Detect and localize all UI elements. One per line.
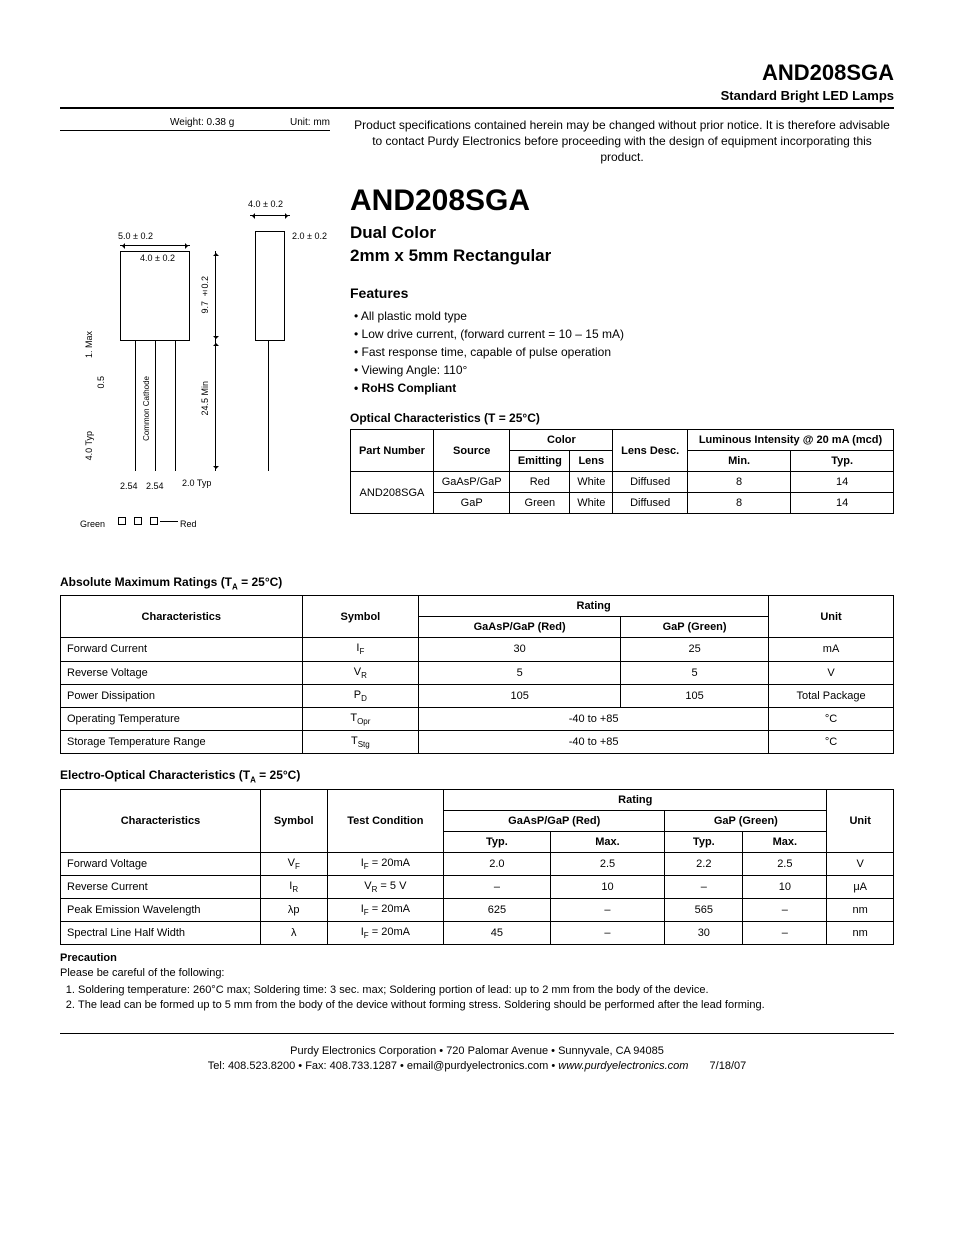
pin-red-label: Red [180, 519, 197, 529]
col-green: GaP (Green) [665, 810, 827, 831]
dim-standoff: 1. Max [84, 331, 94, 358]
col-color: Color [510, 430, 613, 451]
col-symbol: Symbol [302, 596, 419, 638]
precaution-block: Precaution Please be careful of the foll… [60, 951, 894, 1012]
abs-max-title: Absolute Maximum Ratings (TA = 25°C) [60, 575, 894, 591]
table-row: Reverse CurrentIRVR = 5 V–10–10μA [61, 875, 894, 898]
col-max: Max. [743, 831, 827, 852]
precaution-item: The lead can be formed up to 5 mm from t… [78, 998, 894, 1013]
dim-pitch1: 2.54 [120, 481, 138, 491]
feature-item: Fast response time, capable of pulse ope… [354, 343, 894, 361]
cathode-label: Common Cathode [142, 376, 151, 441]
table-row: Reverse VoltageVR55V [61, 661, 894, 684]
col-unit: Unit [827, 789, 894, 852]
change-notice: Product specifications contained herein … [350, 117, 894, 166]
dim-shoulder: 2.0 ± 0.2 [292, 231, 327, 241]
col-red: GaAsP/GaP (Red) [444, 810, 665, 831]
precaution-item: Soldering temperature: 260°C max; Solder… [78, 983, 894, 998]
product-name: AND208SGA [350, 184, 894, 218]
footer-address: Purdy Electronics Corporation • 720 Palo… [60, 1044, 894, 1059]
product-subtitle: Dual Color 2mm x 5mm Rectangular [350, 222, 894, 268]
page-footer: Purdy Electronics Corporation • 720 Palo… [60, 1044, 894, 1075]
dim-thick: 0.5 [96, 376, 106, 389]
unit-value: mm [313, 117, 330, 128]
table-row: Power DissipationPD105105Total Package [61, 684, 894, 707]
weight-label: Weight: [170, 117, 204, 128]
col-green: GaP (Green) [621, 617, 769, 638]
col-cond: Test Condition [327, 789, 444, 852]
features-heading: Features [350, 285, 894, 301]
precaution-intro: Please be careful of the following: [60, 967, 225, 979]
col-unit: Unit [769, 596, 894, 638]
col-red: GaAsP/GaP (Red) [419, 617, 621, 638]
page-header: AND208SGA Standard Bright LED Lamps [60, 60, 894, 103]
col-typ: Typ. [444, 831, 551, 852]
footer-rule [60, 1033, 894, 1034]
table-row: Forward VoltageVFIF = 20mA2.02.52.22.5V [61, 852, 894, 875]
footer-contacts: Tel: 408.523.8200 • Fax: 408.733.1287 • … [208, 1060, 558, 1072]
header-rule [60, 107, 894, 109]
dim-inner-width: 4.0 ± 0.2 [140, 253, 175, 263]
table-row: Peak Emission WavelengthλpIF = 20mA625–5… [61, 899, 894, 922]
col-emitting: Emitting [510, 451, 570, 472]
header-part-number: AND208SGA [60, 60, 894, 86]
precaution-heading: Precaution [60, 952, 117, 964]
electro-title: Electro-Optical Characteristics (TA = 25… [60, 768, 894, 784]
feature-item: Viewing Angle: 110° [354, 361, 894, 379]
feature-item: RoHS Compliant [354, 379, 894, 397]
dim-pitch2: 2.54 [146, 481, 164, 491]
optical-table-title: Optical Characteristics (T = 25°C) [350, 411, 894, 425]
col-symbol: Symbol [260, 789, 327, 852]
col-typ: Typ. [791, 451, 894, 472]
dim-body-height: 9.7 ±0.2 [200, 276, 210, 314]
abs-max-table: Characteristics Symbol Rating Unit GaAsP… [60, 595, 894, 754]
col-rating: Rating [444, 789, 827, 810]
dim-lead-len: 24.5 Min [200, 381, 210, 416]
unit-label: Unit: [290, 117, 311, 128]
table-row: Operating TemperatureTOpr-40 to +85°C [61, 707, 894, 730]
col-char: Characteristics [61, 789, 261, 852]
dim-lead-w: 2.0 Typ [182, 478, 211, 488]
col-char: Characteristics [61, 596, 303, 638]
dim-body-width: 5.0 ± 0.2 [118, 231, 153, 241]
col-source: Source [433, 430, 510, 472]
col-typ: Typ. [665, 831, 743, 852]
mechanical-diagram: Weight: 0.38 g Unit: mm 4.0 ± 0.2 5.0 ± … [60, 117, 330, 561]
footer-date: 7/18/07 [710, 1059, 747, 1074]
col-lens: Lens [570, 451, 613, 472]
feature-item: All plastic mold type [354, 307, 894, 325]
features-list: All plastic mold type Low drive current,… [350, 307, 894, 397]
header-subtitle: Standard Bright LED Lamps [60, 88, 894, 103]
table-row: AND208SGA GaAsP/GaP Red White Diffused 8… [351, 472, 894, 493]
table-row: Forward CurrentIF3025mA [61, 638, 894, 661]
col-lens-desc: Lens Desc. [613, 430, 688, 472]
weight-value: 0.38 g [207, 117, 235, 128]
dim-depth: 4.0 Typ [84, 431, 94, 460]
feature-item: Low drive current, (forward current = 10… [354, 325, 894, 343]
optical-table: Part Number Source Color Lens Desc. Lumi… [350, 429, 894, 514]
col-rating: Rating [419, 596, 769, 617]
electro-table: Characteristics Symbol Test Condition Ra… [60, 789, 894, 946]
col-luminous: Luminous Intensity @ 20 mA (mcd) [687, 430, 893, 451]
pin-green-label: Green [80, 519, 105, 529]
table-row: Storage Temperature RangeTStg-40 to +85°… [61, 731, 894, 754]
col-max: Max. [550, 831, 665, 852]
col-part: Part Number [351, 430, 434, 472]
footer-site: www.purdyelectronics.com [558, 1060, 688, 1072]
dim-top-width: 4.0 ± 0.2 [248, 199, 283, 209]
col-min: Min. [687, 451, 790, 472]
table-row: Spectral Line Half WidthλIF = 20mA45–30–… [61, 922, 894, 945]
